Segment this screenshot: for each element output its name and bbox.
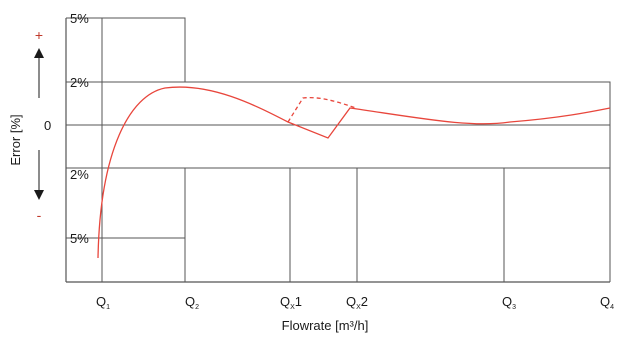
svg-text:QX1: QX1 <box>280 294 302 311</box>
error-curve-dashed-segment <box>287 96 357 123</box>
svg-text:Q2: Q2 <box>185 294 199 311</box>
x-tick-q4: Q4 <box>600 294 614 311</box>
x-tick-q3: Q3 <box>502 294 516 311</box>
svg-text:QX2: QX2 <box>346 294 368 311</box>
error-curve <box>97 86 611 259</box>
x-axis-label: Flowrate [m³/h] <box>282 318 369 333</box>
y-tick-plus-2: 2% <box>70 75 89 90</box>
x-tick-qx2: QX2 <box>346 294 368 311</box>
y-tick-minus-2: 2% <box>70 167 89 182</box>
arrow-down-icon <box>34 190 44 200</box>
x-tick-q1: Q1 <box>96 294 110 311</box>
sign-minus: - <box>37 207 42 223</box>
x-tick-qx1: QX1 <box>280 294 302 311</box>
svg-text:Q3: Q3 <box>502 294 516 311</box>
y-tick-zero: 0 <box>44 118 51 133</box>
arrow-up-icon <box>34 48 44 58</box>
svg-text:Q4: Q4 <box>600 294 614 311</box>
sign-plus: + <box>35 27 43 43</box>
x-tick-q2: Q2 <box>185 294 199 311</box>
y-axis-label: Error [%] <box>8 114 23 165</box>
lower-tolerance-envelope <box>102 125 611 239</box>
y-tick-plus-5: 5% <box>70 11 89 26</box>
y-tick-minus-5: 5% <box>70 231 89 246</box>
svg-text:Q1: Q1 <box>96 294 110 311</box>
upper-tolerance-envelope <box>101 17 611 282</box>
